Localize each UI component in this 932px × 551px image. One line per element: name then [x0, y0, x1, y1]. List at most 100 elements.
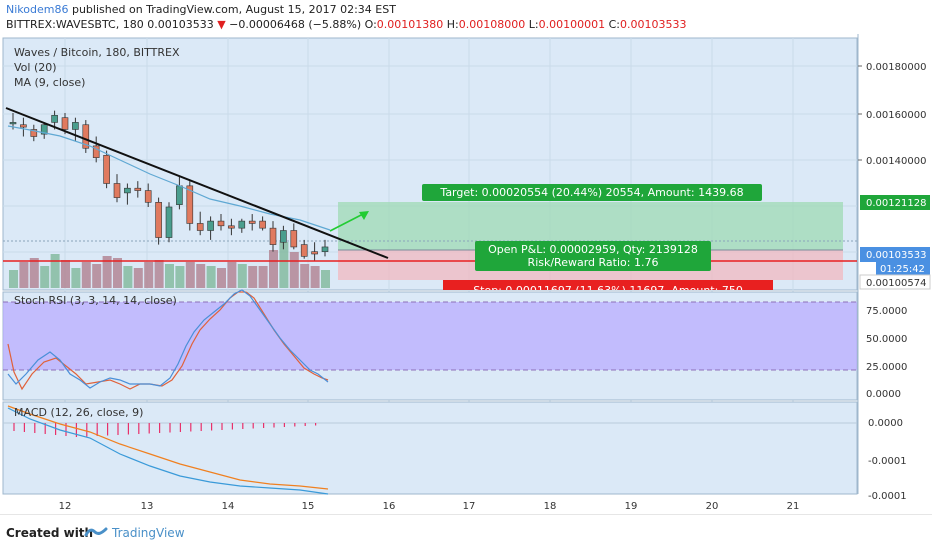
candle-body[interactable] — [207, 220, 214, 231]
candle-body[interactable] — [196, 223, 204, 231]
candle-body[interactable] — [311, 251, 318, 255]
time-ticks: 12 13 14 15 16 17 18 19 20 21 — [59, 501, 800, 512]
volume-bar — [50, 254, 60, 288]
macd-legend: MACD (12, 26, close, 9) — [14, 406, 143, 419]
candle-body[interactable] — [217, 220, 225, 227]
candle-body[interactable] — [124, 187, 131, 194]
time-tick: 19 — [625, 501, 638, 512]
candle-body[interactable] — [144, 190, 152, 203]
volume-bar — [237, 264, 247, 288]
price-change: −0.00006468 (−5.88%) — [229, 18, 362, 31]
ohlc-close-val: 0.00103533 — [619, 18, 687, 31]
volume-bar — [165, 264, 174, 288]
price-tick: 0.00160000 — [866, 110, 926, 121]
volume-bar — [92, 264, 102, 288]
volume-bar — [71, 268, 81, 288]
volume-bar — [310, 266, 320, 288]
candle-body[interactable] — [134, 187, 142, 191]
volume-bar — [144, 262, 154, 288]
price-tick: 0.00180000 — [866, 62, 926, 73]
time-tick: 17 — [463, 501, 476, 512]
candle-body[interactable] — [20, 124, 27, 128]
chart-area[interactable]: Target: 0.00020554 (20.44%) 20554, Amoun… — [0, 34, 932, 514]
candle-body[interactable] — [186, 185, 194, 224]
candle-body[interactable] — [113, 183, 121, 198]
volume-bar — [123, 266, 133, 288]
ma-line — [7, 125, 331, 231]
volume-bar — [185, 262, 195, 288]
volume-bar — [113, 258, 122, 288]
time-badge: 01:25:42 — [880, 264, 925, 275]
candle-body[interactable] — [238, 220, 246, 229]
time-tick: 15 — [302, 501, 315, 512]
vol-legend: Vol (20) — [14, 61, 57, 74]
candle-body[interactable] — [155, 202, 162, 238]
price-badge-bg — [860, 247, 930, 262]
candle-body[interactable] — [321, 246, 329, 252]
candle-body[interactable] — [176, 185, 183, 205]
chart-svg[interactable]: Target: 0.00020554 (20.44%) 20554, Amoun… — [0, 34, 932, 514]
volume-bar — [19, 262, 29, 288]
target-label-bg — [422, 184, 762, 201]
time-tick: 18 — [544, 501, 557, 512]
candle-body[interactable] — [82, 124, 90, 149]
volume-bar — [269, 250, 278, 288]
main-legend: Waves / Bitcoin, 180, BITTREX — [14, 46, 180, 59]
candle-body[interactable] — [103, 155, 110, 184]
candle-body[interactable] — [40, 124, 48, 135]
candles[interactable] — [9, 110, 329, 262]
author-link[interactable]: Nikodem86 — [6, 3, 69, 16]
candle-body[interactable] — [72, 122, 79, 130]
macd-line — [7, 407, 329, 495]
volume-bar — [154, 260, 164, 288]
tradingview-logo-icon[interactable] — [84, 525, 108, 539]
down-arrow-icon: ▼ — [217, 18, 226, 31]
pnl-label-bg — [475, 241, 711, 271]
price-ticks: 0.00180000 0.00160000 0.00140000 — [858, 62, 926, 167]
candle-body[interactable] — [290, 230, 298, 248]
volume-bar — [227, 262, 237, 288]
time-badge-bg — [876, 262, 930, 275]
volume-bar — [279, 242, 289, 288]
candle-body[interactable] — [259, 220, 266, 229]
price-badge: 0.00103533 — [866, 250, 926, 261]
candle-body[interactable] — [92, 145, 100, 158]
candle-body[interactable] — [269, 227, 277, 245]
ma-legend: MA (9, close) — [14, 76, 85, 89]
volume-bar — [29, 258, 39, 288]
candle-body[interactable] — [248, 220, 256, 224]
stop-label-clip: Stop: 0.00011697 (11.63%) 11697, Amount:… — [473, 284, 743, 290]
candle-body[interactable] — [300, 244, 308, 257]
arrow-line — [329, 212, 366, 232]
target-badge: 0.00121128 — [866, 198, 926, 209]
symbol-price: BITTREX:WAVESBTC, 180 0.00103533 — [6, 18, 214, 31]
pnl-label: Open P&L: 0.00002959, Qty: 2139128 — [488, 243, 698, 256]
candle-body[interactable] — [30, 129, 38, 137]
time-tick: 13 — [141, 501, 154, 512]
macd-tick: -0.0001 — [868, 491, 907, 502]
ohlc-low-val: 0.00100001 — [538, 18, 606, 31]
candle-body[interactable] — [61, 117, 69, 130]
candle-body[interactable] — [280, 230, 287, 243]
macd-ticks: 0.0000 -0.0001 -0.0001 — [868, 418, 907, 502]
macd-pane[interactable] — [2, 401, 858, 495]
volume-bar — [61, 260, 70, 288]
candle-body[interactable] — [165, 206, 173, 238]
candle-body[interactable] — [51, 115, 58, 123]
target-badge-bg — [860, 195, 930, 210]
ohlc-close-key: C: — [608, 18, 620, 31]
trend-line[interactable] — [5, 107, 389, 259]
volume-bar — [258, 266, 268, 288]
candle-body[interactable] — [228, 225, 235, 229]
volume-bar — [206, 266, 216, 288]
volume-bar — [40, 266, 50, 288]
stoch-tick: 50.0000 — [866, 334, 907, 345]
volume-bar — [248, 266, 258, 288]
candle-body[interactable] — [9, 122, 17, 125]
volume-bars — [9, 242, 330, 288]
ohlc-high-key: H: — [446, 18, 459, 31]
volume-bar — [300, 264, 310, 288]
tradingview-brand-link[interactable]: TradingView — [112, 526, 185, 540]
stoch-tick: 75.0000 — [866, 306, 907, 317]
volume-bar — [217, 268, 226, 288]
